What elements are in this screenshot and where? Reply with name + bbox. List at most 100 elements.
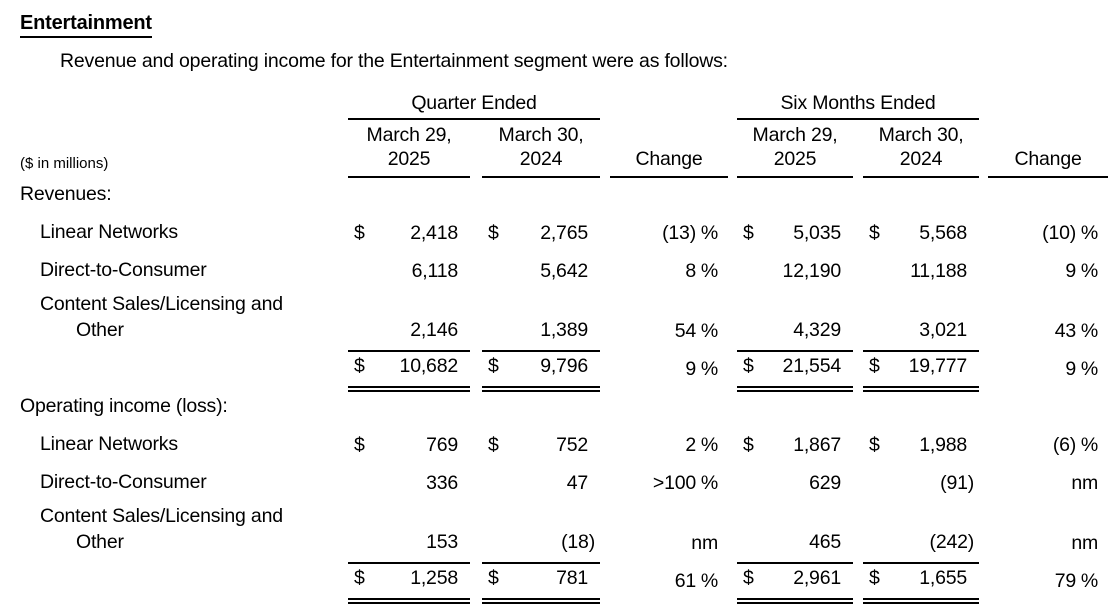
change-suffix: nm <box>691 532 718 554</box>
spacer-cell <box>600 563 610 601</box>
spacer-cell <box>979 119 988 177</box>
group-header-six-months-ended: Six Months Ended <box>737 87 980 120</box>
spacer-cell <box>470 119 482 177</box>
currency-cell <box>348 291 378 352</box>
currency-cell: $ <box>869 434 880 456</box>
currency-cell <box>348 503 378 564</box>
spacer-cell <box>728 291 737 351</box>
currency-cell <box>482 291 512 352</box>
change-cell-sixmonths: nm <box>988 503 1108 563</box>
spacer-cell <box>600 215 610 253</box>
change-suffix: % <box>1080 434 1099 456</box>
spacer-cell <box>728 119 737 177</box>
change-cell-sixmonths: 9% <box>988 253 1108 291</box>
change-value: 54 <box>674 320 696 342</box>
currency-cell: $ <box>737 563 765 604</box>
spacer-cell <box>853 563 863 601</box>
table-row: $1,258 $781 61% $2,961 $1,655 79% <box>20 563 1108 604</box>
spacer-cell <box>600 291 610 351</box>
spacer-cell <box>853 215 863 253</box>
currency-cell <box>737 465 765 503</box>
table-row: Direct-to-Consumer 336 47 >100% 629 (91) nm <box>20 465 1108 503</box>
col-header-change-quarter: Change <box>610 119 728 178</box>
currency-cell: $ <box>743 222 754 244</box>
change-value: (13) <box>662 222 696 244</box>
spacer-cell <box>979 351 988 389</box>
spacer-cell <box>20 87 348 119</box>
spacer-cell <box>470 253 482 291</box>
spacer-cell <box>979 253 988 291</box>
row-label-line: Other <box>76 531 124 553</box>
currency-cell <box>348 253 378 291</box>
amount-cell-quarter-2024: 9,796 <box>512 351 600 392</box>
currency-cell <box>863 291 891 352</box>
amount-cell-quarter-2024: (18) <box>512 503 600 564</box>
spacer-cell <box>470 215 482 253</box>
change-suffix: % <box>1080 320 1099 342</box>
currency-cell: $ <box>482 563 512 604</box>
currency-cell: $ <box>869 222 880 244</box>
change-cell-quarter: 61% <box>610 563 728 601</box>
col-header-line: March 30, <box>878 124 964 146</box>
amount-cell-sixmonths-2025: 629 <box>809 472 841 494</box>
section-header-row: Operating income (loss): <box>20 389 1108 427</box>
amount-cell-sixmonths-2025: 4,329 <box>765 291 853 352</box>
change-value: (6) <box>1052 434 1077 456</box>
spacer-cell <box>853 427 863 465</box>
row-label: Linear Networks <box>40 433 178 455</box>
amount-cell-sixmonths-2025: 1,867 <box>793 434 841 456</box>
spacer-cell <box>470 465 482 503</box>
amount-cell-sixmonths-2025: 465 <box>765 503 853 564</box>
spacer-cell <box>600 351 610 389</box>
amount-cell-quarter-2025: 2,418 <box>410 222 458 244</box>
row-label: Direct-to-Consumer <box>40 259 207 281</box>
currency-cell <box>482 503 512 564</box>
spacer-cell <box>979 427 988 465</box>
amount-cell-quarter-2024: 781 <box>512 563 600 604</box>
section-header: Operating income (loss): <box>20 395 228 417</box>
currency-cell: $ <box>354 222 365 244</box>
table-row: Linear Networks $769 $752 2% $1,867 $1,988 (6)… <box>20 427 1108 465</box>
change-value: 79 <box>1054 570 1077 592</box>
col-header-sme-2024: March 30, 2024 <box>863 119 980 178</box>
currency-cell: $ <box>863 563 891 604</box>
spacer-cell <box>979 291 988 351</box>
spacer-cell <box>470 291 482 351</box>
table-row: Linear Networks $2,418 $2,765 (13)% $5,035 $5… <box>20 215 1108 253</box>
change-value: 8 <box>685 260 696 282</box>
table-row: Content Sales/Licensing and Other 2,146 1,3… <box>20 291 1108 352</box>
change-cell-sixmonths: 79% <box>988 563 1108 601</box>
row-label: Direct-to-Consumer <box>40 471 207 493</box>
currency-cell <box>348 465 378 503</box>
change-value: 9 <box>1065 358 1077 380</box>
change-suffix: % <box>1080 222 1099 244</box>
spacer-cell <box>853 503 863 563</box>
section-header: Revenues: <box>20 183 112 205</box>
spacer-cell <box>853 119 863 177</box>
spacer-cell <box>853 253 863 291</box>
change-suffix: % <box>1080 358 1099 380</box>
spacer-cell <box>470 427 482 465</box>
amount-cell-quarter-2025: 769 <box>426 434 458 456</box>
amount-cell-sixmonths-2024: 3,021 <box>891 291 980 352</box>
change-cell-quarter: nm <box>610 503 728 563</box>
amount-cell-quarter-2025: 6,118 <box>411 260 459 282</box>
spacer-cell <box>600 427 610 465</box>
change-value: 2 <box>685 434 696 456</box>
amount-cell-sixmonths-2024: 19,777 <box>891 351 980 392</box>
spacer-cell <box>728 253 737 291</box>
change-value: 43 <box>1054 320 1077 342</box>
spacer-cell <box>728 563 737 601</box>
spacer-cell <box>988 87 1108 119</box>
currency-cell: $ <box>482 351 512 392</box>
row-label-line: Content Sales/Licensing and <box>40 293 283 315</box>
amount-cell-quarter-2024: 47 <box>566 472 588 494</box>
group-header-quarter-ended: Quarter Ended <box>348 87 600 120</box>
currency-cell <box>482 465 512 503</box>
spacer-cell <box>470 503 482 563</box>
spacer-cell <box>728 503 737 563</box>
change-suffix: % <box>1080 570 1099 592</box>
currency-cell <box>482 253 512 291</box>
spacer-cell <box>728 351 737 389</box>
